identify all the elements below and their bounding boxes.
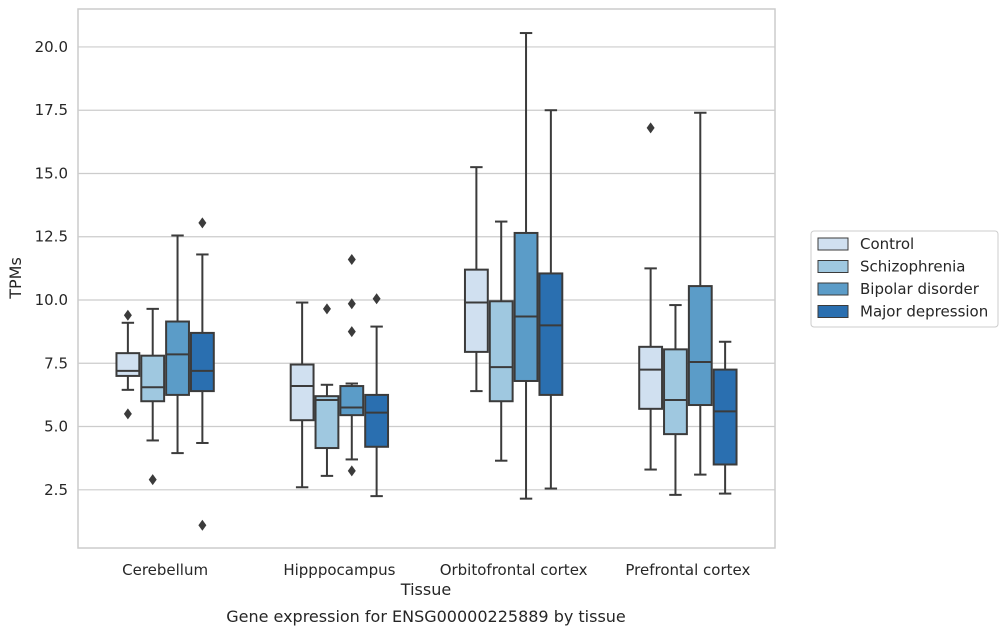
legend-swatch bbox=[817, 260, 849, 273]
y-tick-label: 5.0 bbox=[44, 418, 68, 436]
y-tick-label: 10.0 bbox=[35, 291, 68, 309]
legend-swatch bbox=[817, 282, 849, 296]
legend-swatch bbox=[817, 237, 849, 251]
outlier-point bbox=[347, 465, 356, 477]
box-body bbox=[638, 345, 664, 410]
x-tick-label: Cerebellum bbox=[122, 561, 208, 579]
y-tick-label: 2.5 bbox=[44, 481, 68, 499]
box-body bbox=[663, 348, 688, 436]
legend-label: Major depression bbox=[860, 303, 988, 321]
outlier-point bbox=[148, 474, 157, 486]
outlier-point bbox=[123, 309, 132, 321]
box-3-1 bbox=[663, 304, 688, 496]
x-tick-label: Prefrontal cortex bbox=[625, 561, 750, 579]
y-tick-label: 12.5 bbox=[35, 228, 68, 246]
box-1-2 bbox=[339, 254, 365, 477]
chart-title: Gene expression for ENSG00000225889 by t… bbox=[226, 607, 626, 626]
box-body bbox=[339, 385, 365, 417]
box-0-1 bbox=[140, 307, 166, 486]
outlier-point bbox=[322, 303, 331, 315]
box-2-1 bbox=[488, 220, 514, 462]
legend-label: Schizophrenia bbox=[860, 258, 965, 276]
outlier-point bbox=[347, 254, 356, 266]
box-body bbox=[140, 354, 166, 403]
box-1-0 bbox=[289, 301, 315, 489]
y-tick-label: 15.0 bbox=[35, 164, 68, 182]
box-0-3 bbox=[189, 217, 215, 531]
legend-label: Bipolar disorder bbox=[860, 280, 980, 298]
box-1-3 bbox=[364, 293, 390, 498]
box-body bbox=[712, 368, 738, 466]
x-tick-labels: Cerebellum Hipppocampus Orbitofrontal cort… bbox=[122, 561, 750, 579]
box-3-2 bbox=[687, 111, 713, 476]
legend-frame bbox=[810, 230, 999, 328]
box-3-3 bbox=[712, 340, 738, 495]
box-body bbox=[463, 268, 489, 353]
legend: Control Schizophrenia Bipolar disorder Majo… bbox=[810, 230, 999, 328]
box-3-0 bbox=[638, 122, 664, 471]
y-axis-label: TPMs bbox=[6, 257, 25, 300]
box-0-0 bbox=[115, 309, 141, 420]
y-tick-label: 17.5 bbox=[35, 101, 68, 119]
box-body bbox=[165, 320, 190, 396]
y-tick-label: 20.0 bbox=[35, 38, 68, 56]
box-2-2 bbox=[513, 32, 539, 500]
y-tick-labels: 2.5 5.0 7.5 10.0 12.5 15.0 17.5 20.0 bbox=[35, 38, 68, 499]
box-0-2 bbox=[165, 234, 190, 455]
x-tick-label: Hipppocampus bbox=[283, 561, 395, 579]
outlier-point bbox=[347, 326, 356, 338]
x-axis-label: Tissue bbox=[400, 580, 451, 599]
box-body bbox=[115, 352, 141, 377]
box-body bbox=[314, 395, 340, 450]
outlier-point bbox=[123, 408, 132, 420]
outlier-point bbox=[646, 122, 655, 134]
box-2-3 bbox=[538, 109, 564, 490]
box-body bbox=[364, 393, 390, 448]
box-body bbox=[189, 331, 215, 393]
outlier-point bbox=[372, 293, 381, 305]
boxes-layer bbox=[115, 32, 738, 531]
outlier-point bbox=[347, 298, 356, 310]
legend-label: Control bbox=[860, 235, 914, 253]
outlier-point bbox=[198, 217, 207, 229]
box-body bbox=[538, 272, 564, 396]
box-2-0 bbox=[463, 166, 489, 393]
box-body bbox=[687, 285, 713, 407]
box-body bbox=[513, 231, 539, 382]
y-tick-label: 7.5 bbox=[44, 354, 68, 372]
box-body bbox=[289, 363, 315, 422]
x-tick-label: Orbitofrontal cortex bbox=[440, 561, 588, 579]
box-1-1 bbox=[314, 303, 340, 477]
plot-area bbox=[77, 8, 776, 549]
outlier-point bbox=[198, 519, 207, 531]
legend-swatch bbox=[817, 305, 849, 318]
box-body bbox=[488, 300, 514, 403]
